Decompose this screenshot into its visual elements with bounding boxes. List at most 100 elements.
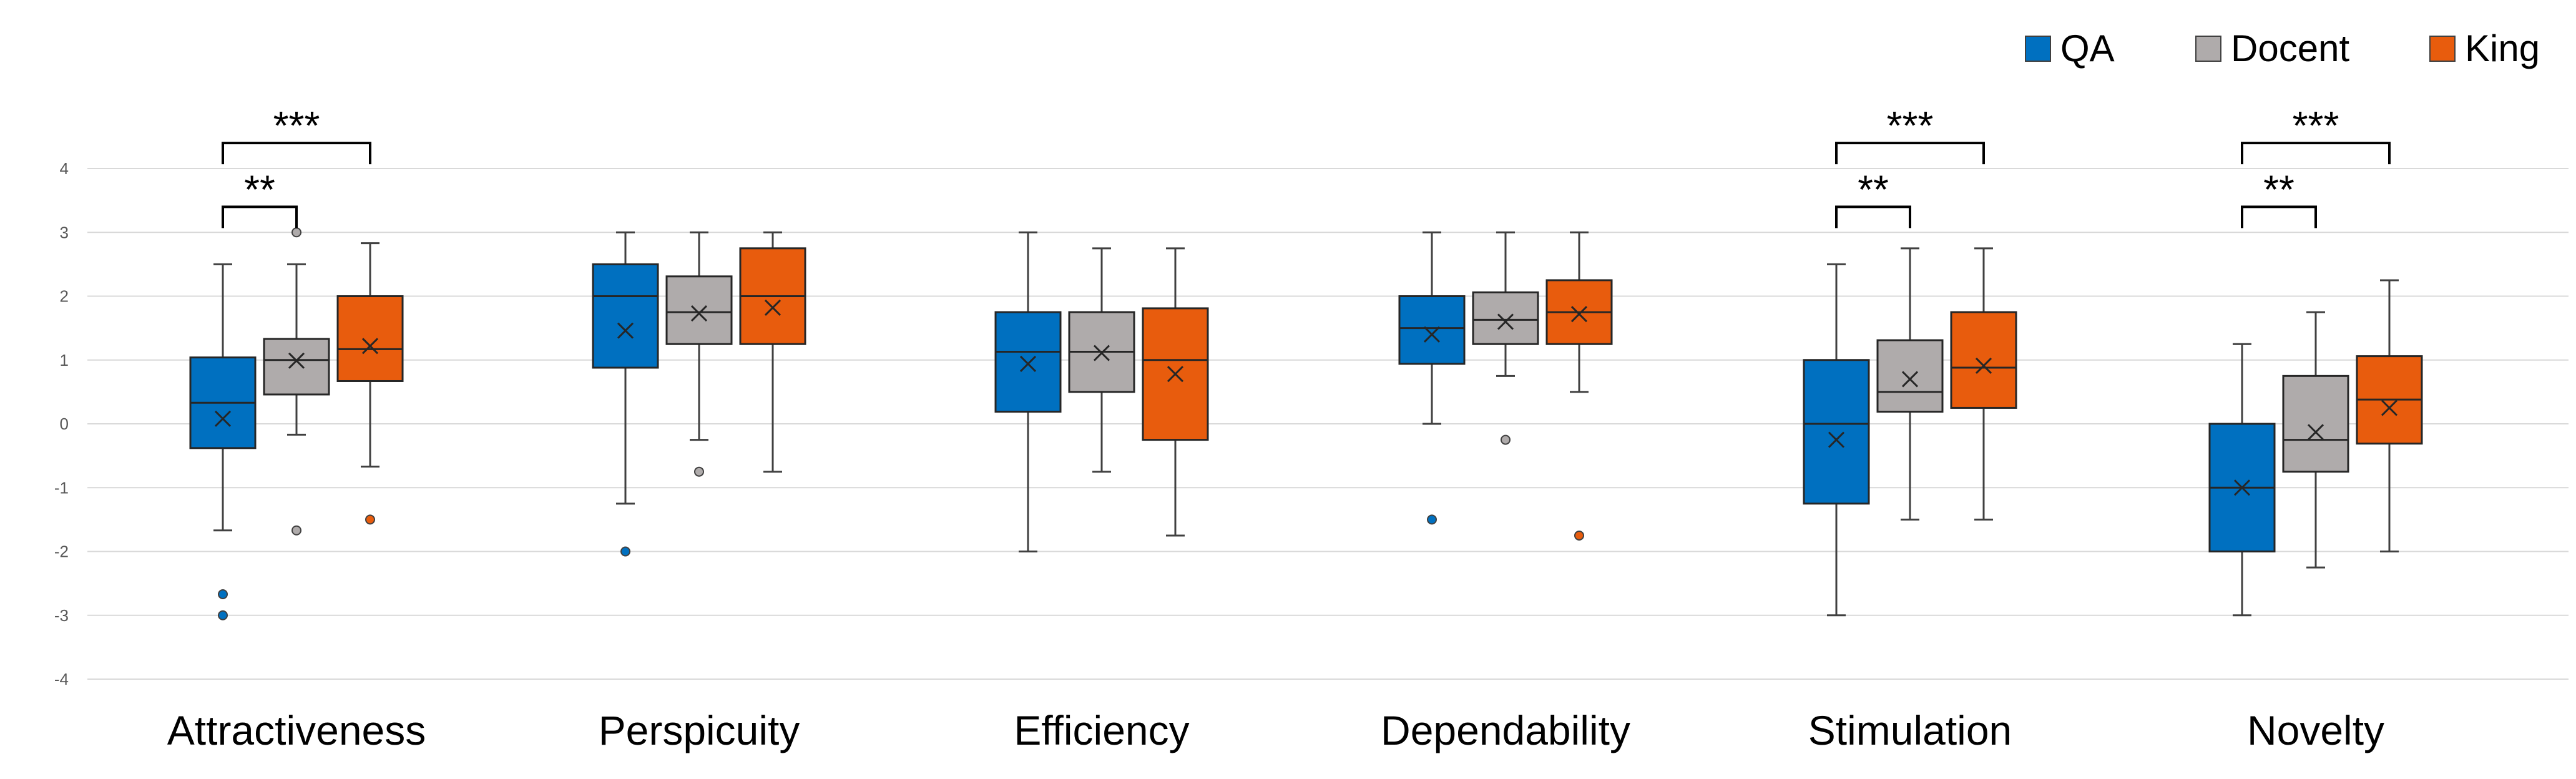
box-king-stimulation	[1950, 247, 2017, 521]
significance-label: ***	[1887, 103, 1934, 148]
bracket-line	[222, 205, 298, 228]
box-iqr	[336, 295, 404, 382]
outlier-point	[291, 525, 301, 536]
outlier-point	[218, 589, 228, 600]
box-king-perspicuity	[739, 231, 806, 473]
box-qa-perspicuity	[592, 231, 659, 557]
box-iqr	[263, 338, 330, 396]
mean-marker	[1093, 345, 1110, 361]
legend: QA Docent King	[2025, 27, 2540, 69]
y-tick-label: 4	[60, 159, 69, 178]
bracket-line	[1835, 142, 1985, 165]
box-iqr	[1398, 295, 1466, 365]
mean-marker	[2381, 399, 2398, 416]
bracket-line	[2241, 142, 2391, 165]
y-tick-label: -2	[54, 542, 69, 561]
mean-marker	[288, 352, 305, 369]
significance-label: **	[2263, 167, 2294, 212]
mean-marker	[1975, 357, 1992, 375]
box-iqr	[1950, 311, 2017, 409]
legend-swatch	[2025, 36, 2051, 62]
box-qa-dependability	[1398, 231, 1466, 525]
mean-marker	[1423, 326, 1441, 343]
significance-label: **	[244, 167, 275, 212]
y-tick-label: -4	[54, 670, 69, 688]
outlier-point	[694, 466, 704, 477]
outlier-point	[218, 610, 228, 620]
box-iqr	[1472, 291, 1539, 345]
mean-marker	[617, 322, 634, 339]
outlier-point	[1501, 434, 1511, 445]
box-qa-efficiency	[994, 231, 1062, 552]
category-label: Novelty	[2247, 707, 2384, 753]
box-docent-attractiveness	[263, 227, 330, 536]
box-king-dependability	[1545, 231, 1613, 541]
box-qa-novelty	[2208, 343, 2276, 617]
mean-marker	[1019, 355, 1037, 372]
box-iqr	[1803, 359, 1870, 505]
significance-label: ***	[2293, 103, 2339, 148]
box-king-efficiency	[1142, 247, 1209, 537]
category-label: Efficiency	[1014, 707, 1189, 753]
box-docent-novelty	[2282, 311, 2349, 569]
box-docent-perspicuity	[665, 231, 733, 477]
mean-marker	[2307, 424, 2324, 441]
category-label: Attractiveness	[167, 707, 426, 753]
grid-layer	[87, 168, 2569, 680]
y-axis: -4 -3 -2 -1 0 1 2 3 4	[54, 159, 69, 688]
box-qa-attractiveness	[189, 263, 257, 620]
box-iqr	[2282, 375, 2349, 473]
outlier-point	[291, 227, 301, 238]
y-tick-label: 0	[60, 414, 69, 433]
mean-marker	[1167, 366, 1184, 383]
mean-marker	[1828, 431, 1845, 448]
significance-label: ***	[273, 103, 320, 148]
outlier-point	[1574, 530, 1584, 541]
box-iqr	[665, 275, 733, 345]
category-label: Dependability	[1381, 707, 1630, 753]
significance-bracket: **	[2241, 167, 2317, 228]
significance-bracket: ***	[222, 103, 371, 165]
significance-bracket: **	[222, 167, 298, 228]
mean-marker	[361, 338, 379, 355]
category-label: Perspicuity	[599, 707, 800, 753]
y-tick-label: -3	[54, 606, 69, 625]
mean-marker	[1497, 313, 1514, 330]
legend-item-qa: QA	[2025, 27, 2115, 69]
category-label: Stimulation	[1808, 707, 2012, 753]
box-iqr	[1876, 339, 1944, 413]
legend-swatch	[2195, 36, 2221, 62]
box-king-novelty	[2356, 279, 2423, 552]
outlier-point	[365, 514, 375, 525]
y-tick-label: -1	[54, 478, 69, 497]
box-docent-dependability	[1472, 231, 1539, 445]
outlier-point	[1427, 514, 1437, 525]
legend-label: King	[2465, 27, 2540, 69]
bracket-line	[1835, 205, 1911, 228]
legend-swatch	[2429, 36, 2456, 62]
mean-marker	[1570, 306, 1588, 323]
box-qa-stimulation	[1803, 263, 1870, 617]
mean-marker	[214, 410, 232, 427]
outlier-point	[620, 546, 630, 557]
significance-layer: ***************	[222, 103, 2391, 228]
box-king-attractiveness	[336, 242, 404, 525]
bracket-line	[2241, 205, 2317, 228]
box-docent-stimulation	[1876, 247, 1944, 521]
significance-label: **	[1858, 167, 1889, 212]
mean-marker	[1901, 371, 1919, 388]
bracket-line	[222, 142, 371, 165]
significance-bracket: **	[1835, 167, 1911, 228]
significance-bracket: ***	[1835, 103, 1985, 165]
mean-marker	[764, 299, 781, 316]
legend-item-docent: Docent	[2195, 27, 2349, 69]
y-tick-label: 1	[60, 351, 69, 370]
mean-marker	[690, 305, 708, 322]
legend-label: QA	[2060, 27, 2115, 69]
box-iqr	[994, 311, 1062, 413]
y-tick-label: 3	[60, 223, 69, 242]
y-tick-label: 2	[60, 287, 69, 306]
category-labels: Attractiveness Perspicuity Efficiency Depen…	[167, 707, 2384, 753]
